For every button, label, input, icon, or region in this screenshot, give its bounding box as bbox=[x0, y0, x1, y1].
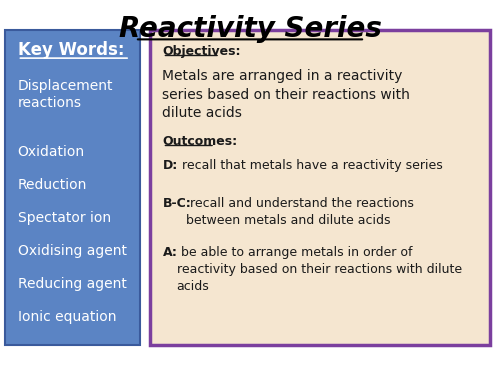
FancyBboxPatch shape bbox=[150, 30, 490, 345]
Text: Displacement
reactions: Displacement reactions bbox=[18, 79, 113, 110]
Text: Oxidation: Oxidation bbox=[18, 145, 84, 159]
Text: Reducing agent: Reducing agent bbox=[18, 277, 126, 291]
Text: recall and understand the reactions
between metals and dilute acids: recall and understand the reactions betw… bbox=[186, 197, 414, 227]
Text: Metals are arranged in a reactivity
series based on their reactions with
dilute : Metals are arranged in a reactivity seri… bbox=[162, 69, 410, 120]
Text: Spectator ion: Spectator ion bbox=[18, 211, 110, 225]
Text: Reactivity Series: Reactivity Series bbox=[118, 15, 382, 43]
FancyBboxPatch shape bbox=[5, 30, 140, 345]
Text: Objectives:: Objectives: bbox=[162, 45, 241, 58]
Text: be able to arrange metals in order of
reactivity based on their reactions with d: be able to arrange metals in order of re… bbox=[176, 246, 462, 292]
Text: recall that metals have a reactivity series: recall that metals have a reactivity ser… bbox=[178, 159, 442, 172]
Text: A:: A: bbox=[162, 246, 178, 259]
Text: B-C:: B-C: bbox=[162, 197, 191, 210]
Text: Ionic equation: Ionic equation bbox=[18, 310, 116, 324]
Text: Oxidising agent: Oxidising agent bbox=[18, 244, 126, 258]
Text: Key Words:: Key Words: bbox=[18, 41, 124, 59]
Text: Reduction: Reduction bbox=[18, 178, 87, 192]
Text: D:: D: bbox=[162, 159, 178, 172]
Text: Outcomes:: Outcomes: bbox=[162, 135, 238, 148]
